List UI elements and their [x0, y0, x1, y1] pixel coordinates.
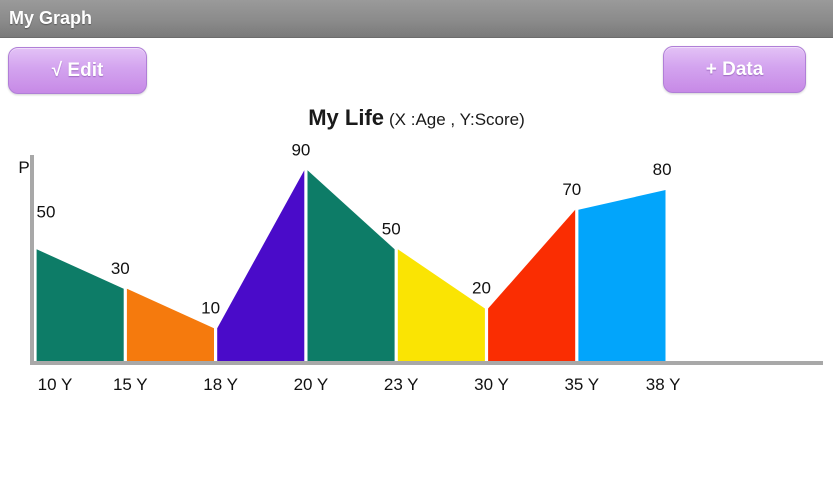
x-axis-label: 38 Y [646, 375, 681, 394]
add-data-button[interactable]: + Data [663, 46, 806, 93]
area-segment [578, 190, 666, 362]
value-label: 80 [653, 160, 672, 179]
value-label: 90 [291, 140, 310, 159]
area-segment [397, 249, 485, 362]
value-label: 70 [562, 180, 581, 199]
x-axis-label: 35 Y [564, 375, 599, 394]
area-segment [488, 209, 576, 362]
x-axis-label: 15 Y [113, 375, 148, 394]
value-label: 50 [382, 219, 401, 238]
value-label: 50 [37, 202, 56, 221]
x-axis-label: 20 Y [294, 375, 329, 394]
chart-title: My Life (X :Age , Y:Score) [0, 105, 833, 131]
x-axis-label: 18 Y [203, 375, 238, 394]
title-bar: My Graph [0, 0, 833, 38]
area-segment [126, 288, 214, 362]
edit-button[interactable]: √ Edit [8, 47, 147, 94]
value-label: 10 [201, 298, 220, 317]
app-title: My Graph [9, 8, 93, 28]
chart-title-sub: (X :Age , Y:Score) [389, 110, 525, 129]
x-axis [30, 361, 823, 365]
area-segment [36, 249, 124, 362]
x-axis-label: 10 Y [38, 375, 73, 394]
x-axis-label: 30 Y [474, 375, 509, 394]
y-axis-title: P [18, 158, 29, 177]
value-label: 30 [111, 259, 130, 278]
area-segment [307, 170, 395, 362]
area-segment [217, 170, 305, 362]
value-label: 20 [472, 279, 491, 298]
y-axis [30, 155, 34, 365]
chart-title-main: My Life [308, 105, 385, 130]
x-axis-label: 23 Y [384, 375, 419, 394]
